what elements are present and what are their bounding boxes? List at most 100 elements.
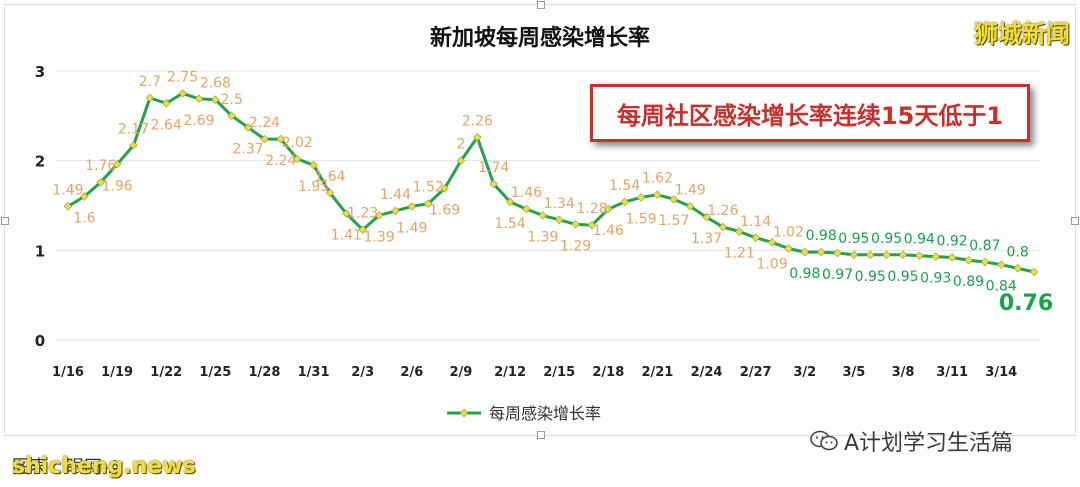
data-label: 1.76: [85, 158, 116, 174]
chart-source-note: 图表：眼网-A: [12, 457, 121, 478]
data-point: [604, 204, 613, 214]
data-point: [63, 202, 73, 211]
chart-title: 新加坡每周感染增长率: [429, 26, 650, 51]
x-tick-label: 3/5: [842, 365, 865, 380]
data-label: 0.97: [822, 267, 853, 283]
x-tick-label: 2/24: [691, 365, 723, 380]
x-tick-label: 2/3: [351, 365, 374, 380]
data-label: 1.64: [314, 169, 345, 185]
data-label: 1.39: [527, 229, 558, 245]
data-label: 1.62: [642, 171, 673, 187]
data-label: 1.54: [609, 178, 640, 194]
data-label: 0.84: [986, 279, 1017, 295]
x-tick-label: 2/21: [641, 365, 673, 380]
data-point: [112, 160, 122, 169]
y-tick-label: 1: [35, 242, 45, 260]
data-point: [145, 93, 155, 103]
data-label: 1.49: [52, 182, 83, 198]
data-label: 2.37: [233, 141, 264, 157]
data-point: [620, 197, 629, 207]
resize-handle-right[interactable]: [1071, 217, 1079, 225]
data-point: [653, 190, 662, 199]
data-point: [915, 251, 924, 260]
data-label: 1.96: [102, 178, 133, 194]
data-point: [243, 123, 253, 132]
data-label: 1.54: [494, 216, 525, 232]
resize-handle-left[interactable]: [1, 217, 9, 225]
x-tick-label: 2/27: [740, 365, 772, 380]
resize-handle-bottom[interactable]: [537, 431, 545, 439]
data-point: [227, 111, 236, 121]
y-tick-label: 2: [35, 153, 45, 171]
data-label: 0.93: [920, 271, 951, 287]
data-point: [489, 179, 498, 189]
data-point: [1013, 264, 1022, 273]
data-label: 1.46: [593, 223, 624, 239]
data-label: 2.26: [462, 113, 493, 129]
y-tick-label: 0: [35, 332, 45, 350]
data-label: 0.76: [999, 291, 1053, 316]
data-label: 1.44: [380, 187, 411, 203]
x-tick-label: 1/31: [298, 365, 330, 380]
x-tick-label: 1/19: [101, 365, 133, 380]
data-point: [866, 250, 875, 260]
data-point: [833, 248, 842, 258]
wechat-watermark: A计划学习生活篇: [810, 425, 1013, 457]
y-tick-label: 3: [35, 63, 45, 81]
wechat-icon: [810, 430, 838, 452]
data-point: [211, 95, 220, 104]
data-label: 1.37: [691, 231, 722, 247]
data-point: [718, 222, 728, 232]
data-point: [767, 238, 777, 247]
data-label: 1.95: [298, 179, 329, 195]
data-label: 1.28: [576, 201, 607, 217]
data-point: [162, 99, 171, 108]
data-label: 0.95: [855, 269, 886, 285]
brand-logo-text: 狮城新闻: [974, 20, 1070, 48]
data-label: 0.98: [789, 266, 820, 282]
data-label: 2.64: [151, 117, 182, 133]
data-point: [178, 89, 187, 98]
data-point: [391, 206, 400, 216]
data-point: [309, 160, 318, 170]
x-tick-label: 3/2: [793, 365, 816, 380]
data-label: 2.75: [167, 69, 198, 85]
x-tick-label: 1/28: [249, 365, 281, 380]
data-label: 2.17: [118, 121, 149, 137]
data-point: [587, 221, 597, 230]
data-label: 1.26: [707, 203, 738, 219]
data-label: 1.09: [756, 256, 787, 272]
x-tick-label: 1/25: [199, 365, 231, 380]
data-label: 2.7: [139, 74, 161, 90]
data-label: 1.23: [347, 206, 378, 222]
data-label: 0.94: [904, 232, 935, 248]
x-tick-label: 1/22: [150, 365, 182, 380]
data-point: [964, 255, 973, 265]
data-label: 0.92: [937, 234, 968, 250]
data-label: 0.89: [953, 274, 984, 290]
data-label: 1.21: [724, 246, 755, 262]
resize-handle-top[interactable]: [537, 1, 545, 9]
data-point: [473, 133, 482, 142]
data-point: [751, 233, 760, 243]
data-label: 1.46: [511, 185, 542, 201]
data-label: 0.95: [838, 231, 869, 247]
watermark-text: A计划学习生活篇: [844, 431, 1014, 456]
data-point: [849, 250, 859, 260]
data-label: 1.14: [740, 214, 771, 230]
data-label: 2.68: [200, 76, 231, 92]
data-label: 1.02: [773, 225, 804, 241]
data-point: [276, 134, 286, 144]
data-point: [194, 94, 204, 104]
data-label: 1.49: [675, 182, 706, 198]
x-tick-label: 2/9: [450, 365, 473, 380]
data-label: 1.57: [658, 213, 689, 229]
x-tick-label: 3/14: [985, 365, 1017, 380]
data-label: 2: [456, 137, 465, 153]
data-point: [947, 253, 957, 262]
x-tick-label: 2/6: [400, 365, 423, 380]
data-label: 0.8: [1006, 244, 1028, 260]
data-label: 0.98: [806, 228, 837, 244]
data-label: 2.24: [265, 153, 296, 169]
data-label: 1.6: [73, 211, 95, 227]
